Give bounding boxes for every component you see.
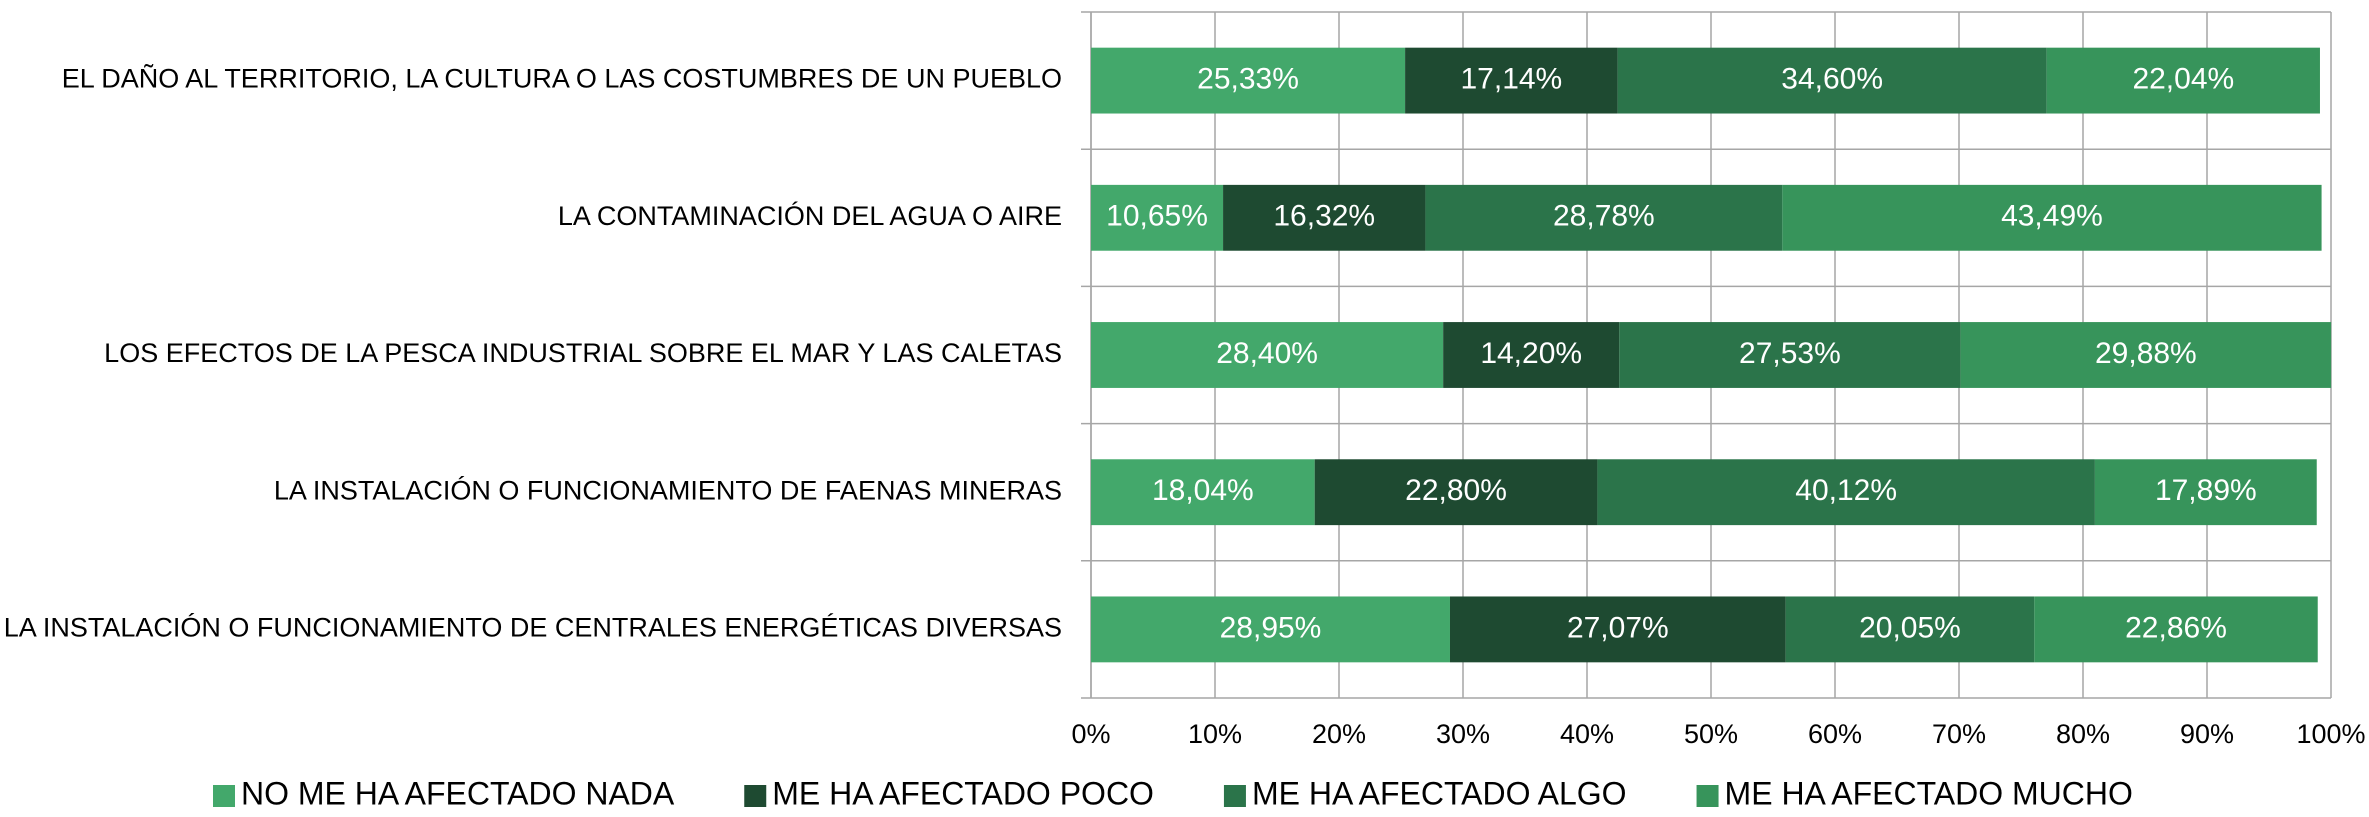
bar-segment: [2034, 596, 2318, 663]
category-label: LA INSTALACIÓN O FUNCIONAMIENTO DE FAENA…: [274, 474, 1062, 505]
bar-segment: [1223, 184, 1426, 251]
data-label: 20,05%: [1859, 611, 1961, 644]
bar-segment: [1091, 184, 1224, 251]
bar-segment: [1314, 459, 1598, 526]
x-tick-label: 10%: [1188, 719, 1242, 749]
data-label: 17,89%: [2155, 474, 2257, 507]
bar-segment: [1091, 459, 1315, 526]
legend-marker: [1223, 785, 1246, 807]
bar-segment: [1449, 596, 1786, 663]
bar-segment: [1619, 322, 1961, 388]
bar-segment: [1091, 322, 1444, 388]
x-tick-label: 40%: [1560, 719, 1614, 749]
data-label: 43,49%: [2001, 200, 2103, 233]
data-label: 17,14%: [1460, 63, 1562, 96]
data-label: 16,32%: [1273, 200, 1375, 233]
x-tick-label: 0%: [1071, 719, 1110, 749]
bar-segment: [2046, 47, 2320, 114]
x-tick-label: 90%: [2180, 719, 2234, 749]
bar-segment: [1405, 47, 1618, 114]
x-tick-label: 80%: [2056, 719, 2110, 749]
bar-segment: [1782, 184, 2322, 251]
category-label: LA INSTALACIÓN O FUNCIONAMIENTO DE CENTR…: [4, 612, 1062, 643]
data-label: 28,78%: [1553, 200, 1655, 233]
bar-segment: [1443, 322, 1620, 388]
x-tick-label: 30%: [1436, 719, 1490, 749]
data-label: 10,65%: [1106, 200, 1208, 233]
category-label: LA CONTAMINACIÓN DEL AGUA O AIRE: [558, 200, 1062, 231]
data-label: 40,12%: [1795, 474, 1897, 507]
bar-segment: [2094, 459, 2317, 526]
bar-segment: [1091, 47, 1406, 114]
bar-segment: [1597, 459, 2095, 526]
data-label: 28,40%: [1216, 337, 1318, 370]
data-label: 28,95%: [1220, 611, 1322, 644]
x-tick-label: 50%: [1684, 719, 1738, 749]
bar-segment: [1617, 47, 2047, 114]
x-tick-label: 60%: [1808, 719, 1862, 749]
data-label: 34,60%: [1781, 63, 1883, 96]
data-label: 22,86%: [2125, 611, 2227, 644]
data-label: 22,04%: [2132, 63, 2234, 96]
category-label: LOS EFECTOS DE LA PESCA INDUSTRIAL SOBRE…: [104, 338, 1062, 368]
data-label: 27,07%: [1567, 611, 1669, 644]
legend-marker: [213, 785, 235, 807]
data-label: 14,20%: [1480, 337, 1582, 370]
data-label: 18,04%: [1152, 474, 1254, 507]
legend-marker: [1696, 785, 1719, 807]
bar-segment: [1960, 322, 2332, 388]
legend-label: NO ME HA AFECTADO NADA: [241, 775, 675, 811]
data-label: 27,53%: [1739, 337, 1841, 370]
category-label: EL DAÑO AL TERRITORIO, LA CULTURA O LAS …: [62, 63, 1062, 94]
x-tick-label: 20%: [1312, 719, 1366, 749]
x-tick-label: 70%: [1932, 719, 1986, 749]
legend-label: ME HA AFECTADO POCO: [772, 775, 1154, 811]
bar-segment: [1785, 596, 2035, 663]
legend-label: ME HA AFECTADO MUCHO: [1725, 775, 2133, 811]
data-label: 29,88%: [2095, 337, 2197, 370]
x-tick-label: 100%: [2296, 719, 2365, 749]
legend-label: ME HA AFECTADO ALGO: [1252, 775, 1627, 811]
bar-segment: [1425, 184, 1783, 251]
legend-marker: [744, 785, 767, 807]
bar-segment: [1091, 596, 1450, 663]
data-label: 25,33%: [1197, 63, 1299, 96]
data-label: 22,80%: [1405, 474, 1507, 507]
